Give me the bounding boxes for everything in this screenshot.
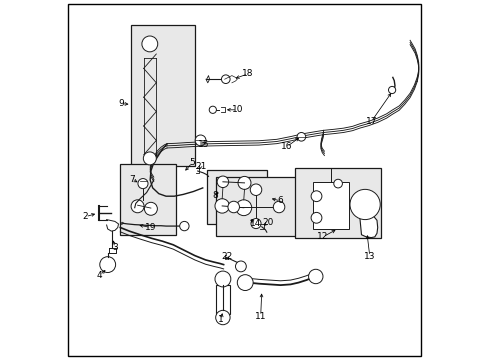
Text: 13: 13 (363, 252, 375, 261)
Circle shape (215, 271, 230, 287)
Text: 18: 18 (242, 69, 253, 78)
Text: 17: 17 (365, 117, 376, 126)
Text: 19: 19 (145, 223, 156, 232)
Text: 20: 20 (262, 218, 273, 227)
Circle shape (296, 132, 305, 141)
Text: 12: 12 (317, 233, 328, 241)
Text: 14: 14 (249, 219, 261, 228)
Circle shape (215, 199, 229, 213)
Bar (120, 164, 176, 235)
Text: 10: 10 (231, 105, 243, 114)
Bar (215, 285, 230, 314)
Circle shape (227, 201, 239, 213)
Text: 3: 3 (112, 243, 118, 252)
Bar (294, 168, 381, 238)
Circle shape (310, 191, 321, 202)
Circle shape (387, 86, 395, 94)
Text: 22: 22 (221, 252, 232, 261)
Circle shape (250, 184, 261, 195)
Circle shape (217, 176, 228, 188)
Circle shape (238, 176, 250, 189)
Text: 8: 8 (212, 191, 218, 199)
Text: 4: 4 (97, 271, 102, 279)
Text: 15: 15 (198, 140, 209, 149)
Circle shape (143, 152, 156, 165)
Bar (312, 182, 348, 229)
Circle shape (308, 269, 322, 284)
Circle shape (235, 200, 251, 216)
Circle shape (131, 200, 144, 213)
Circle shape (235, 261, 246, 272)
Circle shape (221, 75, 230, 84)
Circle shape (237, 275, 253, 291)
Bar (131, 25, 195, 166)
Circle shape (310, 212, 321, 223)
Bar (206, 170, 266, 224)
Circle shape (100, 257, 115, 273)
Circle shape (138, 179, 148, 189)
Text: 1: 1 (218, 315, 224, 324)
Circle shape (142, 36, 158, 52)
Circle shape (144, 202, 157, 215)
Text: 7: 7 (129, 175, 135, 184)
Text: 5: 5 (189, 158, 195, 167)
Bar (215, 177, 296, 236)
Circle shape (215, 310, 230, 325)
Circle shape (250, 219, 261, 229)
Text: 6: 6 (277, 197, 283, 205)
Text: 11: 11 (254, 311, 266, 320)
Circle shape (195, 135, 205, 146)
Text: 9: 9 (118, 99, 123, 108)
Text: 2: 2 (82, 212, 88, 221)
Polygon shape (359, 213, 377, 238)
Circle shape (333, 179, 342, 188)
Text: 21: 21 (195, 162, 206, 171)
Circle shape (209, 106, 216, 113)
Circle shape (349, 189, 380, 220)
Text: 16: 16 (280, 143, 292, 152)
Circle shape (273, 201, 284, 213)
Circle shape (179, 221, 189, 231)
